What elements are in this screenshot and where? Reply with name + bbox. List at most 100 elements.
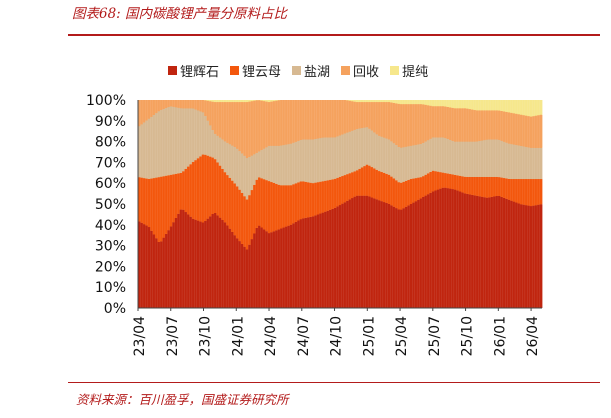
bar-segment [461,108,465,142]
bar-segment [287,225,291,308]
bar-segment [240,193,244,244]
bar-segment [478,110,482,142]
bar-segment [375,100,379,103]
legend-swatch [168,65,177,75]
bar-segment [527,147,531,180]
bar-segment [302,100,305,140]
legend-label: 盐湖 [304,64,331,80]
bar-segment [240,102,244,154]
bar-segment [260,100,264,101]
bar-segment [218,137,222,166]
bar-segment [402,104,406,148]
bar-segment [145,178,149,226]
bar-segment [297,220,300,308]
bar-segment [355,100,359,103]
bar-segment [444,138,447,174]
bar-segment [512,100,516,114]
bar-segment [537,179,540,205]
bar-segment [360,100,364,103]
bar-segment [380,136,384,173]
bar-segment [348,100,352,101]
bar-segment [390,205,394,308]
bar-segment [510,112,514,145]
bar-segment [289,143,293,186]
bar-segment [478,176,482,197]
x-tick-label: 26/01 [492,316,508,356]
bar-segment [519,179,523,205]
bar-segment [399,147,403,183]
bar-segment [505,111,509,143]
bar-segment [299,219,303,308]
bar-segment [142,178,146,225]
bar-segment [209,125,212,157]
bar-segment [382,102,386,138]
bar-segment [358,168,362,196]
x-tick-label: 23/07 [165,316,181,356]
bar-segment [177,107,181,174]
bar-segment [365,100,369,103]
bar-segment [470,109,474,142]
bar-segment [321,212,325,308]
bar-segment [507,143,511,179]
bar-segment [324,100,327,138]
bar-segment [539,179,543,205]
bar-segment [517,145,521,180]
bar-segment [240,100,244,103]
bar-segment [451,140,455,175]
bar-segment [431,137,435,171]
bar-segment [380,201,384,308]
bar-segment [338,100,342,136]
bar-segment [150,230,154,308]
bar-segment [515,113,518,146]
bar-segment [387,100,391,103]
x-tick-label: 24/10 [329,316,345,356]
bar-segment [331,137,335,180]
bar-segment [517,203,521,308]
bar-segment [275,100,278,101]
bar-segment [358,128,362,169]
bar-segment [346,200,349,308]
bar-segment [456,141,460,176]
bar-segment [245,199,249,250]
bar-segment [480,176,484,197]
bar-segment [155,113,158,178]
bar-segment [140,177,144,223]
bar-segment [502,197,506,308]
bar-segment [493,100,496,111]
bar-segment [417,100,420,105]
bar-segment [512,144,516,180]
bar-segment [250,100,254,102]
bar-segment [466,141,469,177]
bar-segment [343,202,347,308]
bar-segment [446,107,450,139]
bar-segment [306,100,310,140]
bar-segment [522,179,526,205]
bar-segment [480,140,484,177]
bar-segment [458,175,462,192]
bar-segment [314,100,318,139]
bar-segment [189,164,193,217]
bar-segment [304,139,308,182]
bar-segment [169,106,173,175]
bar-segment [316,138,320,183]
bar-segment [461,192,465,308]
bar-segment [424,174,428,196]
bar-segment [284,226,288,308]
bar-segment [424,104,428,142]
bar-segment [233,102,237,147]
bar-segment [164,233,168,308]
bar-segment [228,100,232,103]
bar-segment [304,181,308,218]
bar-segment [417,144,420,178]
bar-segment [314,138,318,183]
bar-segment [353,100,357,102]
bar-segment [306,139,310,183]
legend-swatch [292,65,302,75]
bar-segment [434,190,438,308]
bar-segment [186,108,190,167]
x-tick-label: 26/04 [525,316,541,356]
bar-segment [463,193,467,308]
bar-segment [451,174,455,190]
bar-segment [532,116,536,148]
bar-segment [341,203,345,308]
